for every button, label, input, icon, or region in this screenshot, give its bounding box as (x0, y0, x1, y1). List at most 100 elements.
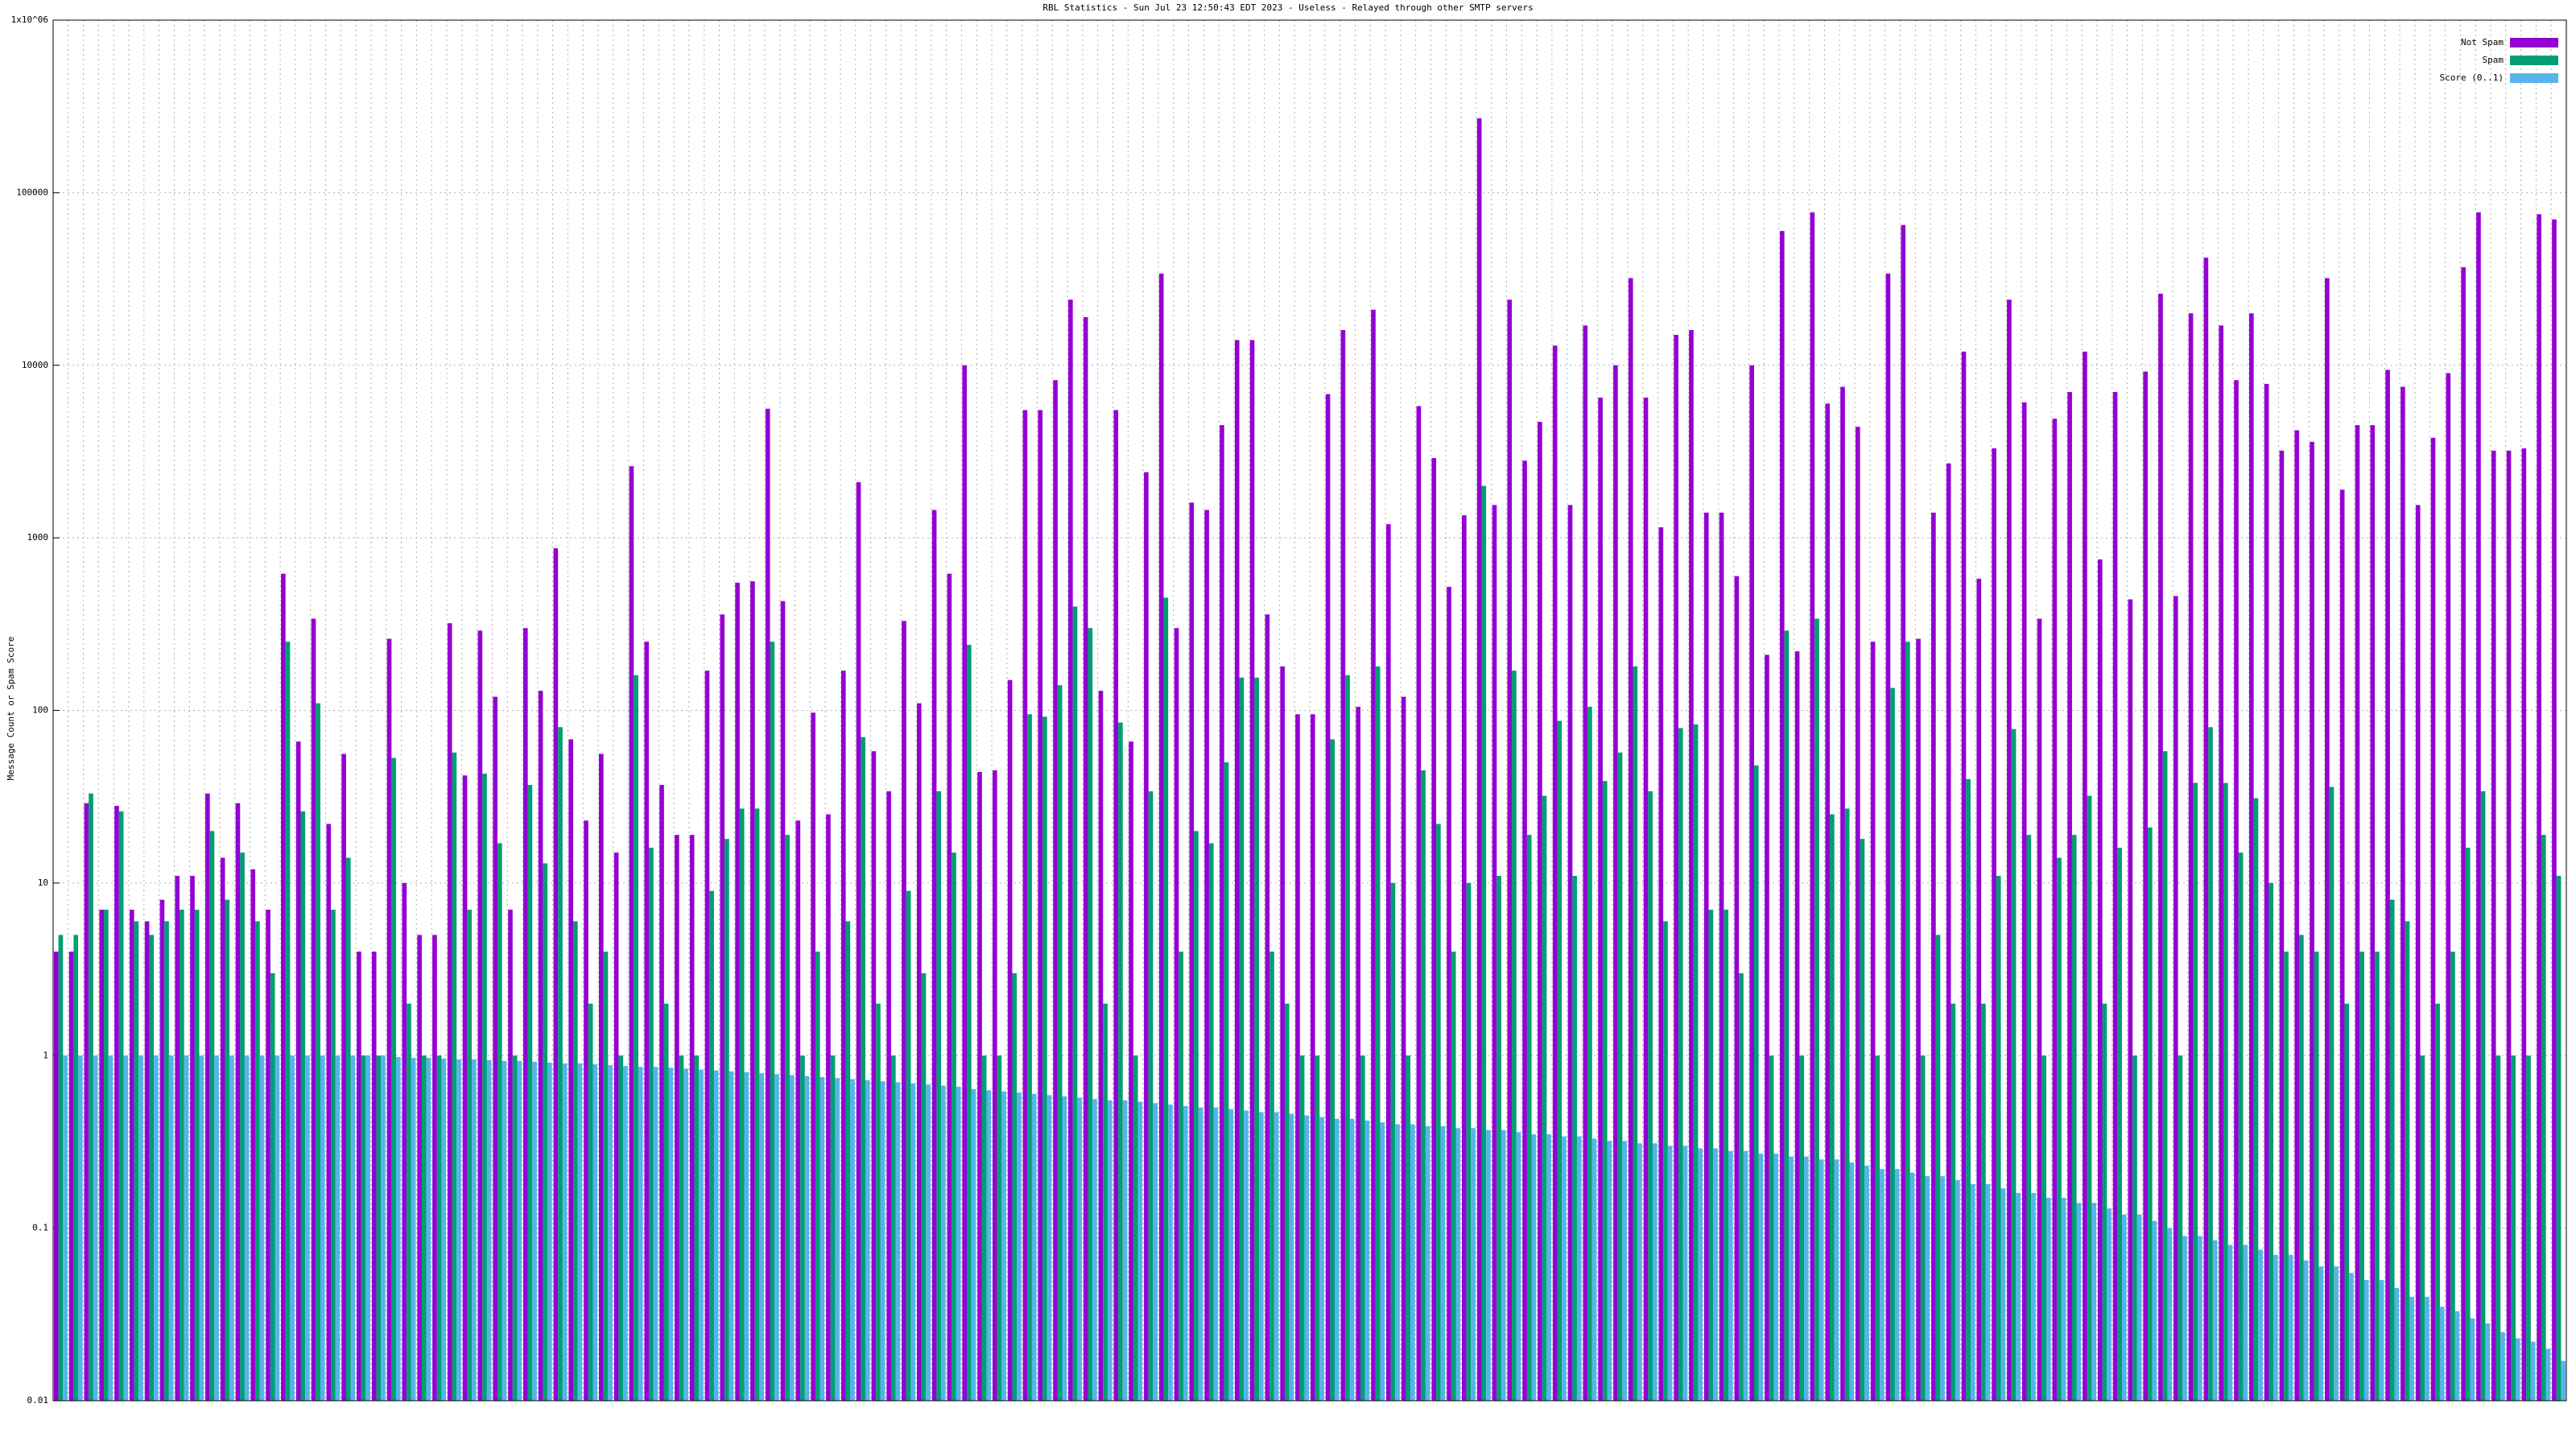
bar (1864, 1166, 1869, 1401)
bar (1674, 335, 1678, 1401)
bar (871, 751, 877, 1401)
bar (1007, 679, 1013, 1401)
bar (244, 1055, 250, 1401)
bar (281, 573, 286, 1401)
bar (190, 876, 195, 1401)
bar (2537, 214, 2541, 1402)
bar (1447, 587, 1451, 1401)
bar (588, 1003, 593, 1401)
bar (532, 1062, 537, 1401)
bar (1818, 1159, 1824, 1401)
bar (2198, 1236, 2202, 1401)
bar (1901, 225, 1906, 1401)
bar (512, 1055, 518, 1401)
bar (1814, 618, 1819, 1401)
bar (577, 1063, 583, 1401)
bar (376, 1055, 382, 1401)
y-tick-label: 100000 (16, 187, 48, 197)
bar (486, 1060, 492, 1401)
bar (456, 1059, 461, 1401)
bar (1728, 1150, 1733, 1401)
bar (1208, 843, 1214, 1401)
bar (1451, 952, 1456, 1401)
bar (138, 1055, 143, 1401)
bar (1001, 1091, 1006, 1401)
bar (1284, 1003, 1290, 1401)
bar (154, 1055, 159, 1401)
bar (977, 771, 982, 1401)
bar (2299, 935, 2304, 1401)
bar (1204, 510, 1209, 1401)
bar (2102, 1003, 2107, 1401)
bar (865, 1080, 870, 1401)
bar (320, 1055, 325, 1401)
bar (361, 1055, 366, 1401)
bar (1129, 741, 1133, 1401)
bar (365, 1055, 371, 1401)
bar (2480, 791, 2486, 1401)
bar (2011, 729, 2017, 1401)
bar (1830, 814, 1835, 1401)
legend-label: Not Spam (2461, 37, 2504, 47)
bar (2253, 798, 2259, 1401)
bar (341, 753, 346, 1401)
bar (502, 1061, 507, 1401)
bar (1304, 1115, 1310, 1401)
bar (497, 843, 502, 1401)
bar (2208, 727, 2213, 1401)
bar (194, 910, 200, 1401)
bar (2450, 952, 2455, 1401)
bar (1315, 1055, 1320, 1401)
bar (2476, 212, 2481, 1402)
bar (683, 1068, 688, 1401)
bar (1678, 728, 1683, 1401)
bar (926, 1084, 931, 1401)
bar (1258, 1112, 1264, 1401)
bar (78, 1055, 83, 1401)
bar (1153, 1103, 1158, 1401)
plot-frame (52, 19, 2567, 1402)
bar (270, 972, 275, 1401)
bar (1068, 299, 1073, 1402)
bar (275, 1055, 280, 1401)
bar (2212, 1240, 2218, 1401)
bar (1496, 876, 1501, 1401)
bar (785, 835, 790, 1401)
bar (1158, 273, 1164, 1401)
bar (1698, 1148, 1703, 1401)
bar (1501, 1129, 1506, 1401)
bar (1856, 427, 1860, 1401)
bar (2506, 450, 2512, 1401)
bar (724, 839, 729, 1401)
bar (2303, 1260, 2309, 1401)
bar (118, 811, 124, 1401)
bar (1739, 972, 1744, 1401)
bar (2310, 441, 2314, 1401)
y-tick-label: 0.01 (27, 1395, 49, 1406)
bar (2167, 1228, 2173, 1401)
bar (1299, 1055, 1305, 1401)
bar (1390, 882, 1396, 1401)
bar (2314, 952, 2319, 1401)
bar (73, 935, 79, 1401)
bar (2415, 505, 2421, 1401)
bar (2268, 882, 2274, 1401)
bar (2389, 899, 2395, 1401)
bar (316, 703, 320, 1401)
bar (2071, 835, 2077, 1401)
bar (2359, 952, 2364, 1401)
bar (720, 614, 725, 1401)
bar (2188, 313, 2194, 1402)
bar (2500, 1331, 2505, 1401)
bar (2385, 369, 2390, 1401)
bar (2401, 386, 2405, 1402)
bar (2461, 266, 2466, 1401)
bar (1663, 921, 1668, 1401)
bar (2284, 952, 2289, 1401)
bar (699, 1069, 704, 1401)
bar (1925, 1176, 1930, 1401)
bar (2248, 313, 2254, 1402)
bar (840, 671, 846, 1401)
bar (2521, 448, 2527, 1402)
